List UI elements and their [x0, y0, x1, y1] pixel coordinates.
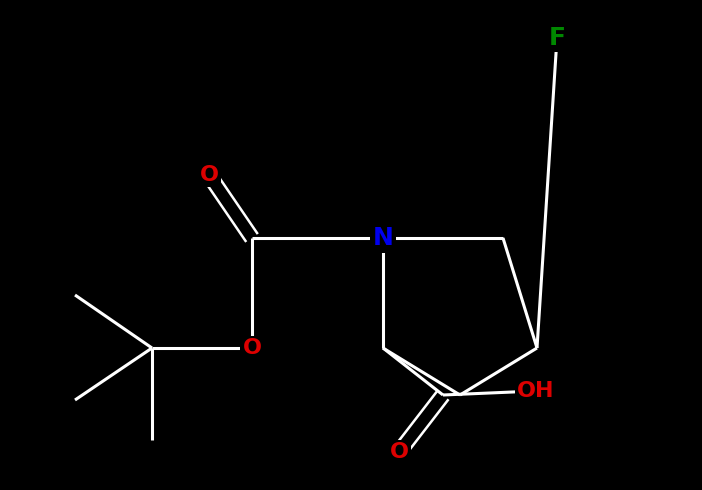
Text: O: O: [199, 165, 218, 185]
Text: F: F: [548, 26, 566, 50]
Text: N: N: [373, 226, 393, 250]
Text: O: O: [390, 442, 409, 462]
Text: O: O: [242, 338, 262, 358]
Text: OH: OH: [517, 381, 555, 401]
